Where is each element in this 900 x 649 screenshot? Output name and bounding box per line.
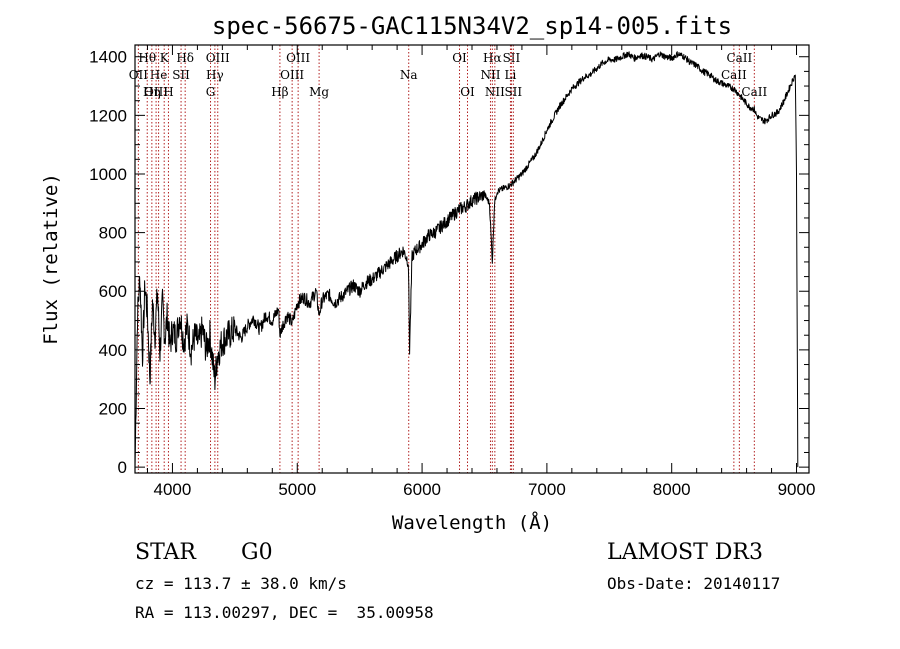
marker-label-5: K [160, 51, 170, 65]
marker-label-19: Hα [483, 51, 502, 65]
marker-label-25: CaII [726, 51, 752, 65]
marker-label-4: Hη [143, 85, 161, 99]
y-tick-label: 200 [99, 400, 127, 419]
x-tick-label: 8000 [653, 480, 691, 499]
x-tick-label: 6000 [403, 480, 441, 499]
marker-label-15: Mg [309, 85, 329, 99]
object-class: STAR [135, 540, 196, 565]
y-tick-label: 1000 [89, 165, 127, 184]
y-tick-label: 400 [99, 341, 127, 360]
axis-ticks: 4000 5000 6000 7000 8000 9000 0 200 400 600 800 100… [89, 45, 815, 499]
y-tick-label: 1200 [89, 106, 127, 125]
y-tick-label: 800 [99, 224, 127, 243]
marker-label-6: SII [172, 68, 190, 82]
marker-label-12: Hβ [271, 85, 288, 99]
x-tick-label: 5000 [278, 480, 316, 499]
marker-label-0: Hθ [138, 51, 156, 65]
marker-label-8: Hδ [176, 51, 194, 65]
spectrum-line [134, 51, 799, 468]
marker-label-21: NII [480, 68, 500, 82]
marker-label-18: OI [460, 85, 475, 99]
y-axis-label: Flux (relative) [40, 173, 62, 345]
marker-label-23: NII [485, 85, 505, 99]
x-tick-label: 9000 [778, 480, 816, 499]
spectrum-chart: spec-56675-GAC115N34V2_sp14-005.fits Hθ O… [40, 12, 815, 534]
marker-label-17: OI [452, 51, 467, 65]
marker-label-2: OIII [144, 85, 168, 99]
survey-name: LAMOST DR3 [607, 540, 763, 565]
redshift-readout: cz = 113.7 ± 38.0 km/s [135, 574, 347, 593]
x-tick-label: 7000 [528, 480, 566, 499]
marker-label-26: CaII [721, 68, 747, 82]
marker-label-3: He [150, 68, 168, 82]
marker-label-7: H [163, 85, 173, 99]
marker-label-22: Li [505, 68, 517, 82]
y-tick-label: 0 [118, 458, 127, 477]
x-axis-label: Wavelength (Å) [392, 511, 552, 534]
marker-label-13: OIII [286, 51, 310, 65]
y-tick-label: 1400 [89, 48, 127, 67]
marker-label-24: SII [504, 85, 522, 99]
spectral-subclass: G0 [241, 540, 273, 565]
y-tick-label: 600 [99, 282, 127, 301]
x-tick-label: 4000 [154, 480, 192, 499]
marker-label-1: OII [129, 68, 149, 82]
plot-frame [134, 44, 810, 474]
marker-label-11: G [206, 85, 216, 99]
coordinates-readout: RA = 113.00297, DEC = 35.00958 [135, 603, 434, 622]
marker-label-16: Na [400, 68, 418, 82]
marker-label-20: SII [503, 51, 521, 65]
obs-date: Obs-Date: 20140117 [607, 574, 781, 593]
marker-label-10: Hγ [206, 68, 224, 82]
marker-label-9: OIII [206, 51, 230, 65]
chart-title: spec-56675-GAC115N34V2_sp14-005.fits [212, 12, 732, 40]
spectrum-layer [134, 51, 799, 468]
marker-label-14: OIII [280, 68, 304, 82]
marker-label-27: CaII [741, 85, 767, 99]
